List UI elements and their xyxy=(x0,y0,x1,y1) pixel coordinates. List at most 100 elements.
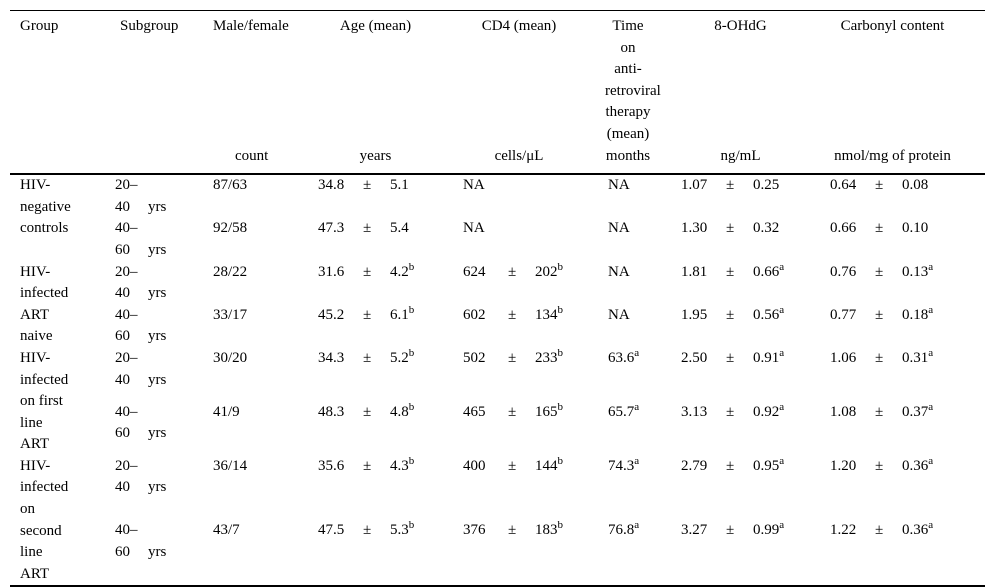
col-header-carbonyl: Carbonyl content xyxy=(840,18,945,34)
carbonyl-cell: 1.08 ±0.37a xyxy=(830,400,934,420)
age-cell: 35.6 ±4.3b xyxy=(318,454,415,474)
unit-age-years: years xyxy=(359,147,392,164)
superscript: a xyxy=(634,346,640,359)
subgroup-cell: 40– 60 yrs xyxy=(115,305,213,348)
carbonyl-cell: 1.06 ±0.31a xyxy=(830,346,934,366)
superscript: a xyxy=(634,454,640,467)
table-row: 40– 60 yrs 41/9 48.3 ±4.8b 465 ±165b 65.7a … xyxy=(10,400,985,456)
male-female-cell: 33/17 xyxy=(213,306,248,323)
subgroup-range: 20– 40 xyxy=(115,349,138,388)
subgroup-unit: yrs xyxy=(148,479,167,496)
subgroup-cell: 20– 40 yrs xyxy=(115,262,213,305)
cd4-cell: 502 ±233b xyxy=(463,346,564,366)
carbonyl-cell: 1.22 ±0.36a xyxy=(830,519,934,539)
table-body: HIV- negative controls 20– 40 yrs 87/63 3… xyxy=(10,174,985,586)
cd4-cell: 602 ±134b xyxy=(463,303,563,323)
superscript: b xyxy=(557,519,564,532)
superscript: a xyxy=(928,260,934,273)
superscript: a xyxy=(779,519,785,532)
superscript: a xyxy=(779,346,785,359)
cd4-cell: 400 ±144b xyxy=(463,454,564,474)
cd4-cell: 624 ±202b xyxy=(463,260,563,280)
subgroup-unit: yrs xyxy=(148,328,167,345)
superscript: a xyxy=(928,519,934,532)
superscript: a xyxy=(779,454,785,467)
age-cell: 34.8 ±5.1 xyxy=(318,177,409,194)
superscript: b xyxy=(557,346,564,359)
time-on-art-cell: NA xyxy=(608,306,630,323)
subgroup-unit: yrs xyxy=(148,241,167,258)
subgroup-range: 40– 60 xyxy=(115,522,138,560)
age-cell: 48.3 ±4.8b xyxy=(318,400,415,420)
subgroup-cell: 20– 40 yrs xyxy=(115,456,213,521)
male-female-cell: 36/14 xyxy=(213,457,248,474)
subgroup-range: 20– 40 xyxy=(115,177,138,215)
col-header-8ohdg: 8-OHdG xyxy=(714,18,767,34)
table-row: 40– 60 yrs 33/17 45.2 ±6.1b 602 ±134b NA 1.… xyxy=(10,303,985,348)
ohdg-cell: 3.13 ±0.92a xyxy=(681,400,785,420)
carbonyl-cell: 0.64 ±0.08 xyxy=(830,177,929,194)
age-cell: 45.2 ±6.1b xyxy=(318,303,415,323)
superscript: a xyxy=(779,400,785,413)
male-female-cell: 92/58 xyxy=(213,220,248,237)
male-female-cell: 87/63 xyxy=(213,177,248,194)
subgroup-cell: 40– 60 yrs xyxy=(115,218,213,261)
ohdg-cell: 3.27 ±0.99a xyxy=(681,519,785,539)
unit-count: count xyxy=(235,147,269,164)
male-female-cell: 41/9 xyxy=(213,403,240,420)
ohdg-cell: 1.30 ±0.32 xyxy=(681,220,780,237)
unit-group-empty xyxy=(10,146,115,175)
time-on-art-cell: NA xyxy=(608,263,630,280)
subgroup-cell: 20– 40 yrs xyxy=(115,174,213,218)
subgroup-cell: 40– 60 yrs xyxy=(115,520,213,586)
unit-cd4-cells: cells/μL xyxy=(494,147,544,164)
col-header-cd4: CD4 (mean) xyxy=(481,18,557,34)
subgroup-cell: 40– 60 yrs xyxy=(115,402,213,456)
table-row: HIV- infected on first line ART 20– 40 yr… xyxy=(10,346,985,452)
ohdg-cell: 1.81 ±0.66a xyxy=(681,260,785,280)
subgroup-range: 40– 60 xyxy=(115,220,138,258)
time-on-art-cell: 65.7a xyxy=(608,400,640,420)
group-cell: HIV- negative controls xyxy=(20,177,71,237)
study-groups-characteristics-table: Group Subgroup Male/female Age (mean) CD… xyxy=(10,10,985,587)
superscript: b xyxy=(408,346,415,359)
carbonyl-cell: 0.66 ±0.10 xyxy=(830,220,929,237)
superscript: b xyxy=(408,519,415,532)
unit-ohdg-ngml: ng/mL xyxy=(720,147,761,164)
header-row: Group Subgroup Male/female Age (mean) CD… xyxy=(10,11,985,146)
ohdg-cell: 1.07 ±0.25 xyxy=(681,177,780,194)
subgroup-range: 20– 40 xyxy=(115,457,138,496)
table-row: HIV- negative controls 20– 40 yrs 87/63 3… xyxy=(10,174,985,236)
superscript: b xyxy=(557,454,564,467)
group-cell: HIV- infected on first line ART xyxy=(20,349,69,453)
cd4-cell: 376 ±183b xyxy=(463,519,564,539)
subgroup-unit: yrs xyxy=(148,544,167,560)
table-row: 40– 60 yrs 43/7 47.5 ±5.3b 376 ±183b 76.8a … xyxy=(10,520,985,586)
cd4-cell: NA xyxy=(463,220,485,237)
subgroup-unit: yrs xyxy=(148,198,167,215)
table-row: HIV- infected on second line ART 20– 40 y… xyxy=(10,454,985,581)
unit-carbonyl-nmol: nmol/mg of protein xyxy=(834,147,951,164)
ohdg-cell: 2.79 ±0.95a xyxy=(681,454,785,474)
col-header-subgroup: Subgroup xyxy=(120,18,179,34)
carbonyl-cell: 1.20 ±0.36a xyxy=(830,454,934,474)
ohdg-cell: 2.50 ±0.91a xyxy=(681,346,785,366)
superscript: a xyxy=(779,260,785,273)
superscript: a xyxy=(928,454,934,467)
units-row: count years cells/μL months ng/mL nmol/m… xyxy=(10,146,985,175)
superscript: b xyxy=(408,454,415,467)
unit-subgroup-empty xyxy=(115,146,213,175)
col-header-male-female: Male/female xyxy=(213,18,289,34)
superscript: a xyxy=(634,400,640,413)
time-on-art-cell: NA xyxy=(608,220,630,237)
table-row: 40– 60 yrs 92/58 47.3 ±5.4 NA NA 1.30 ±0.32… xyxy=(10,218,985,261)
superscript: a xyxy=(928,346,934,359)
time-on-art-cell: 74.3a xyxy=(608,454,640,474)
carbonyl-cell: 0.77 ±0.18a xyxy=(830,303,934,323)
superscript: b xyxy=(408,400,415,413)
superscript: b xyxy=(557,400,564,413)
age-cell: 47.3 ±5.4 xyxy=(318,220,409,237)
superscript: a xyxy=(634,519,640,532)
subgroup-range: 40– 60 xyxy=(115,306,138,345)
male-female-cell: 28/22 xyxy=(213,263,248,280)
